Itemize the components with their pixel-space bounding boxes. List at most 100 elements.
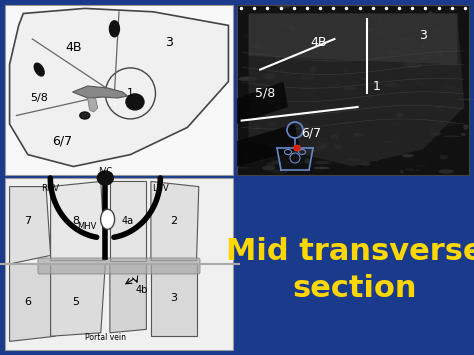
Text: 3: 3 [170, 293, 177, 304]
Ellipse shape [273, 53, 278, 54]
Ellipse shape [396, 113, 404, 118]
Ellipse shape [337, 30, 355, 31]
Ellipse shape [337, 38, 349, 40]
Ellipse shape [415, 82, 421, 84]
Ellipse shape [34, 63, 44, 76]
Text: 5/8: 5/8 [30, 93, 48, 104]
Ellipse shape [328, 84, 333, 87]
Text: 1: 1 [127, 88, 134, 98]
Ellipse shape [381, 64, 386, 70]
Text: 1: 1 [372, 80, 380, 93]
Ellipse shape [444, 136, 461, 137]
Ellipse shape [346, 158, 363, 161]
Text: 2: 2 [170, 216, 177, 226]
Ellipse shape [422, 157, 435, 158]
Ellipse shape [234, 167, 250, 169]
Polygon shape [110, 264, 146, 333]
Ellipse shape [328, 13, 339, 14]
Text: 4a: 4a [122, 216, 134, 226]
Ellipse shape [305, 158, 310, 164]
Ellipse shape [410, 50, 418, 52]
Ellipse shape [385, 50, 401, 55]
Text: MHV: MHV [77, 222, 97, 231]
Ellipse shape [384, 83, 400, 87]
Ellipse shape [383, 67, 398, 70]
Ellipse shape [341, 70, 348, 71]
Ellipse shape [330, 134, 338, 140]
Ellipse shape [429, 67, 442, 69]
Ellipse shape [100, 209, 115, 229]
Text: Mid transverse
section: Mid transverse section [226, 237, 474, 303]
Ellipse shape [461, 133, 466, 136]
Ellipse shape [296, 53, 309, 58]
Text: 8: 8 [72, 216, 79, 226]
Ellipse shape [423, 138, 436, 142]
Ellipse shape [416, 70, 431, 72]
Ellipse shape [263, 73, 276, 79]
Ellipse shape [334, 144, 343, 149]
Ellipse shape [360, 163, 371, 165]
Bar [5, 178, 233, 350]
Ellipse shape [250, 147, 257, 149]
Ellipse shape [360, 77, 369, 80]
Ellipse shape [314, 166, 330, 169]
Polygon shape [9, 9, 228, 166]
Text: 3: 3 [165, 36, 173, 49]
Ellipse shape [266, 162, 276, 166]
Ellipse shape [308, 146, 324, 151]
Ellipse shape [438, 121, 457, 126]
Ellipse shape [464, 124, 468, 130]
Ellipse shape [431, 30, 438, 33]
Text: 6/7: 6/7 [52, 135, 72, 147]
Ellipse shape [276, 4, 291, 9]
Text: 5/8: 5/8 [255, 87, 275, 100]
Text: 6/7: 6/7 [301, 126, 321, 139]
Ellipse shape [444, 84, 456, 89]
Ellipse shape [105, 68, 155, 119]
Polygon shape [248, 13, 457, 65]
Ellipse shape [244, 154, 250, 156]
Polygon shape [51, 264, 105, 336]
Ellipse shape [397, 114, 402, 117]
Text: Portal vein: Portal vein [85, 333, 126, 343]
Text: IVC: IVC [98, 166, 112, 176]
Ellipse shape [279, 82, 285, 87]
Ellipse shape [343, 75, 353, 77]
Ellipse shape [405, 168, 414, 171]
Ellipse shape [319, 143, 327, 149]
Ellipse shape [434, 106, 443, 109]
Ellipse shape [344, 87, 356, 90]
Ellipse shape [430, 132, 441, 136]
Polygon shape [151, 181, 199, 261]
Polygon shape [248, 13, 465, 166]
Ellipse shape [294, 61, 304, 62]
Ellipse shape [353, 133, 364, 137]
Ellipse shape [255, 126, 261, 130]
Ellipse shape [380, 35, 386, 36]
Ellipse shape [388, 133, 397, 137]
Ellipse shape [384, 151, 392, 154]
Ellipse shape [276, 24, 292, 28]
Text: 7: 7 [24, 216, 31, 226]
Ellipse shape [374, 32, 386, 36]
Ellipse shape [238, 77, 256, 81]
Ellipse shape [446, 81, 459, 82]
Ellipse shape [388, 73, 394, 75]
Ellipse shape [349, 59, 354, 63]
Ellipse shape [348, 93, 357, 98]
Ellipse shape [337, 144, 348, 147]
Bar [5, 5, 233, 175]
Ellipse shape [438, 169, 455, 174]
Polygon shape [73, 86, 128, 98]
Ellipse shape [364, 98, 367, 102]
Ellipse shape [445, 9, 458, 10]
Polygon shape [51, 181, 105, 261]
Ellipse shape [293, 145, 301, 151]
Ellipse shape [390, 124, 403, 125]
Text: RHV: RHV [42, 184, 60, 193]
Ellipse shape [80, 112, 90, 119]
Polygon shape [9, 187, 51, 264]
Polygon shape [9, 264, 55, 342]
Ellipse shape [400, 170, 404, 174]
Ellipse shape [109, 21, 119, 37]
